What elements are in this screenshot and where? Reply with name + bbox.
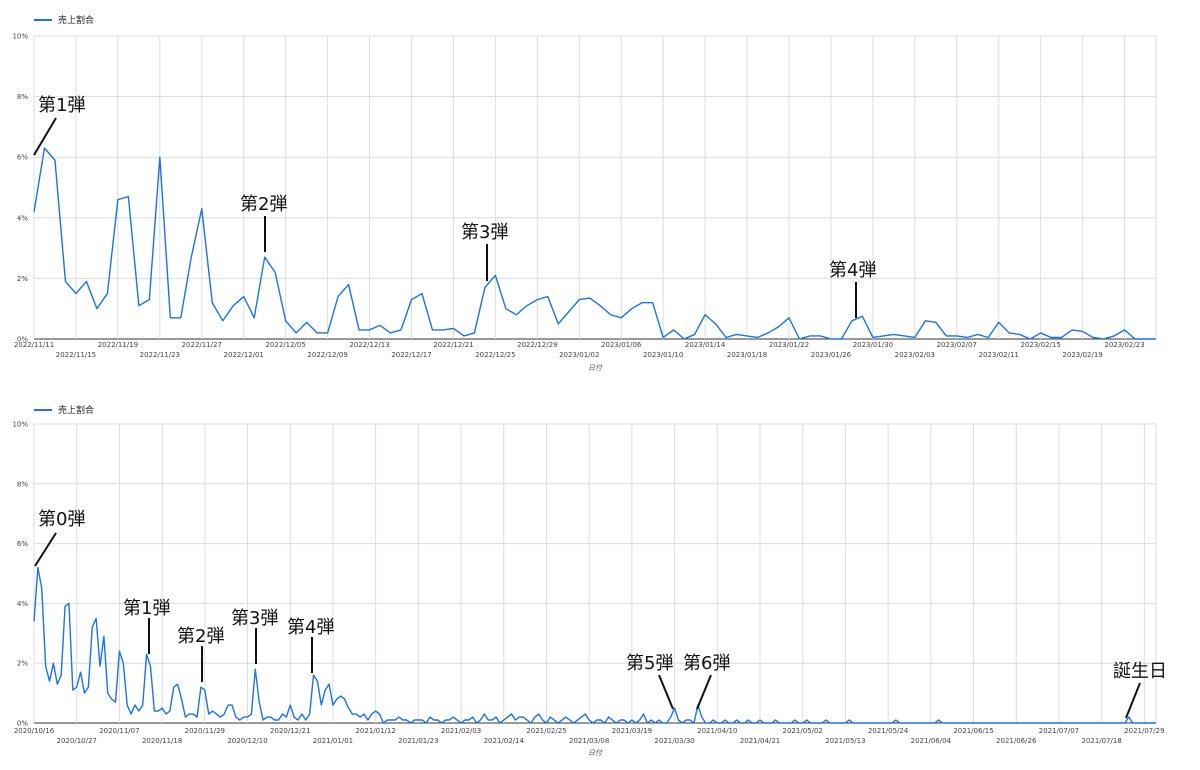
chart2-annotation-pointer xyxy=(34,532,57,567)
chart2-x-tick-label: 2021/07/18 xyxy=(1081,737,1121,745)
chart2-x-tick-label: 2021/05/02 xyxy=(783,727,823,735)
chart2-annotation-label: 誕生日 xyxy=(1113,661,1167,682)
chart2-y-tick-label: 10% xyxy=(12,421,28,429)
chart2-y-tick-label: 6% xyxy=(17,540,28,548)
chart1-x-tick-label: 2023/01/02 xyxy=(559,351,599,359)
chart1-y-tick-label: 6% xyxy=(17,154,28,162)
chart2-x-tick-label: 2021/04/21 xyxy=(740,737,780,745)
chart2-legend-label: 売上割合 xyxy=(58,404,94,416)
chart1-x-tick-label: 2022/12/17 xyxy=(391,351,431,359)
chart2-y-tick-label: 8% xyxy=(17,480,28,488)
chart1-x-tick-label: 2023/01/18 xyxy=(727,351,767,359)
chart2-x-tick-label: 2021/01/12 xyxy=(355,727,395,735)
chart2-x-axis-title: 日付 xyxy=(588,749,603,757)
chart2-x-tick-label: 2020/11/29 xyxy=(185,727,225,735)
chart2-x-tick-label: 2021/05/24 xyxy=(868,727,909,735)
chart1-annotation-label: 第1弾 xyxy=(38,95,85,116)
chart1-annotation-label: 第2弾 xyxy=(240,194,287,215)
chart1-x-tick-label: 2023/01/22 xyxy=(769,341,809,349)
chart1-x-tick-label: 2022/11/11 xyxy=(14,341,54,349)
chart2-x-tick-label: 2021/07/07 xyxy=(1039,727,1079,735)
chart1-y-tick-label: 10% xyxy=(12,33,28,41)
chart2-x-tick-label: 2021/02/03 xyxy=(441,727,481,735)
chart1-series-line xyxy=(33,147,1156,340)
chart2-x-tick-label: 2020/12/21 xyxy=(270,727,310,735)
chart2-annotation-pointer xyxy=(658,674,674,710)
chart2-x-tick-label: 2020/12/10 xyxy=(227,737,267,745)
chart1-x-tick-label: 2023/02/23 xyxy=(1104,341,1144,349)
chart2-annotation-label: 第4弾 xyxy=(287,617,334,638)
chart1-x-tick-label: 2022/11/27 xyxy=(182,341,222,349)
chart2-x-tick-label: 2021/06/26 xyxy=(996,737,1037,745)
chart2-annotation-label: 第5弾 xyxy=(626,653,673,674)
chart2-annotation-label: 第0弾 xyxy=(38,509,85,530)
chart1-x-tick-label: 2023/02/03 xyxy=(895,351,935,359)
chart2-x-tick-label: 2021/07/29 xyxy=(1124,727,1164,735)
chart2-x-tick-label: 2020/10/16 xyxy=(14,727,55,735)
chart1-x-tick-label: 2022/12/09 xyxy=(307,351,347,359)
chart1-x-tick-label: 2023/02/15 xyxy=(1020,341,1060,349)
chart2-x-tick-label: 2021/04/10 xyxy=(697,727,737,735)
chart2-x-tick-label: 2020/11/07 xyxy=(99,727,139,735)
chart2-x-tick-label: 2021/03/30 xyxy=(654,737,694,745)
chart1-x-tick-label: 2022/11/19 xyxy=(98,341,138,349)
chart2-x-tick-label: 2021/01/01 xyxy=(313,737,353,745)
chart1-x-tick-label: 2022/11/23 xyxy=(140,351,180,359)
chart2-x-tick-label: 2021/02/14 xyxy=(484,737,525,745)
chart2-x-tick-label: 2020/10/27 xyxy=(57,737,97,745)
chart1-y-tick-label: 8% xyxy=(17,93,28,101)
chart1-y-tick-label: 0% xyxy=(17,336,28,344)
chart2-y-tick-label: 2% xyxy=(17,660,28,668)
chart1-x-tick-label: 2022/12/13 xyxy=(349,341,389,349)
chart2-annotation-label: 第2弾 xyxy=(177,626,224,647)
chart1-x-tick-label: 2022/12/05 xyxy=(265,341,305,349)
chart2-x-tick-label: 2021/02/25 xyxy=(526,727,566,735)
chart1-y-tick-label: 4% xyxy=(17,214,28,222)
chart1-x-tick-label: 2022/11/15 xyxy=(56,351,96,359)
chart1-x-tick-label: 2023/01/30 xyxy=(853,341,893,349)
chart1-y-tick-label: 2% xyxy=(17,275,28,283)
chart2-x-tick-label: 2021/03/19 xyxy=(612,727,652,735)
chart2-annotation-label: 第1弾 xyxy=(123,598,170,619)
chart2-series-line xyxy=(33,566,1156,724)
chart2-x-tick-label: 2020/11/18 xyxy=(142,737,182,745)
chart1-x-tick-label: 2023/01/26 xyxy=(811,351,852,359)
chart1-x-tick-label: 2022/12/25 xyxy=(475,351,515,359)
chart2-x-tick-label: 2021/03/08 xyxy=(569,737,609,745)
chart1-annotation-label: 第3弾 xyxy=(461,222,508,243)
chart2-y-tick-label: 0% xyxy=(17,720,28,728)
chart2-annotation-pointer xyxy=(696,674,712,710)
chart2-annotation-label: 第6弾 xyxy=(683,653,730,674)
chart2-x-tick-label: 2021/06/15 xyxy=(953,727,993,735)
chart1-legend-label: 売上割合 xyxy=(58,14,94,26)
chart2-x-tick-label: 2021/06/04 xyxy=(911,737,952,745)
chart1-x-tick-label: 2023/01/06 xyxy=(601,341,642,349)
chart1-x-tick-label: 2023/01/14 xyxy=(685,341,726,349)
chart1-x-tick-label: 2023/02/19 xyxy=(1062,351,1102,359)
chart1-x-tick-label: 2023/02/11 xyxy=(979,351,1019,359)
chart1-x-tick-label: 2023/02/07 xyxy=(937,341,977,349)
chart2-annotation-label: 第3弾 xyxy=(231,608,278,629)
chart2-x-tick-label: 2021/05/13 xyxy=(825,737,865,745)
chart2-y-tick-label: 4% xyxy=(17,600,28,608)
chart1-annotation-pointer xyxy=(33,117,57,156)
chart1-x-tick-label: 2022/12/01 xyxy=(224,351,264,359)
chart1-x-axis-title: 日付 xyxy=(588,364,603,372)
chart1-x-tick-label: 2023/01/10 xyxy=(643,351,683,359)
chart1-x-tick-label: 2022/12/21 xyxy=(433,341,473,349)
chart2-annotation-pointer xyxy=(1125,682,1141,719)
chart1-annotation-label: 第4弾 xyxy=(829,260,876,281)
chart1-x-tick-label: 2022/12/29 xyxy=(517,341,557,349)
chart2-x-tick-label: 2021/01/23 xyxy=(398,737,438,745)
